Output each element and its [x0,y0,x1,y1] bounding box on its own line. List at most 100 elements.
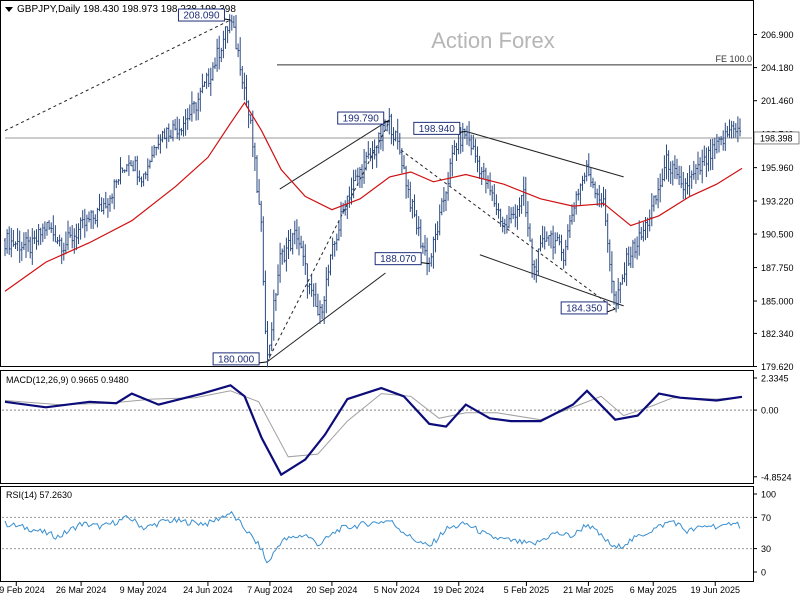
price-panel-frame[interactable] [0,0,754,367]
ohlc-bar [119,157,122,185]
ohlc-bar [319,300,321,325]
ohlc-bar [369,147,372,162]
ohlc-bar [508,206,510,229]
price-tick-label: 201.460 [761,96,794,106]
ohlc-bar [627,246,630,266]
ohlc-bar [182,116,185,137]
ohlc-bar [631,239,634,269]
ohlc-bar [249,114,252,124]
ohlc-bar [543,226,546,250]
ohlc-bar [466,125,468,145]
ohlc-bar [85,214,88,232]
ohlc-bar [571,204,573,225]
time-tick-label: 6 May 2025 [630,585,677,595]
ohlc-bar [306,263,309,299]
ohlc-bar [694,164,697,184]
ohlc-bar [623,262,626,283]
price-tick-label: 179.620 [761,362,794,372]
ohlc-bar [686,173,689,195]
time-tick-label: 26 Mar 2024 [56,585,107,595]
ohlc-bar [363,149,366,184]
ohlc-bar [75,223,78,251]
ohlc-bar [373,139,376,160]
ohlc-bar [419,219,422,249]
annotation-leader [259,361,268,364]
rsi-tick-label: 30 [761,544,771,554]
ohlc-bar [602,186,605,207]
ohlc-bar [718,136,720,153]
price-annotations: 208.090 180.000 199.790 198.940 188.070 184.3… [177,8,616,366]
ohlc-bar [592,177,594,189]
ohlc-bar [392,127,395,146]
ohlc-bar [167,123,170,142]
price-axis: 206.900204.180201.460198.740195.960193.2… [753,30,794,372]
rsi-lines [4,510,741,564]
price-tick-label: 204.180 [761,63,794,73]
ohlc-bar [556,232,559,242]
ohlc-bar [440,198,443,216]
ohlc-bar [228,14,231,34]
ohlc-bar [705,147,708,178]
ohlc-bar [203,81,206,87]
ohlc-bar [331,237,334,260]
ohlc-bar [174,118,177,131]
ohlc-bar [478,155,481,179]
ohlc-bar [703,145,706,166]
ohlc-bar [243,72,246,101]
ohlc-bar [283,245,286,263]
ohlc-bar [606,213,609,253]
ohlc-bar [218,35,221,70]
ohlc-bar [600,193,603,208]
annotation-188-070: 188.070 [374,252,430,266]
ohlc-bar [655,194,657,205]
ohlc-bar [314,282,317,307]
ohlc-bar [169,129,172,139]
ohlc-bar [163,128,166,140]
ohlc-bar [270,322,273,351]
ohlc-bar [138,170,141,183]
annotation-label: 180.000 [218,354,255,365]
annotation-box [413,121,461,135]
channel-trend-line [465,130,624,178]
macd-axis: 2.3345 0.00 -4.8524 [2,374,792,482]
ohlc-bar [266,320,269,368]
ohlc-bar [344,200,347,216]
rsi-panel-frame[interactable] [0,486,754,582]
time-tick-label: 5 Feb 2025 [504,585,550,595]
ohlc-bar [529,223,531,242]
time-tick-label: 9 Feb 2024 [0,585,45,595]
ohlc-bar [310,274,313,297]
ohlc-bar [300,235,303,249]
ohlc-bar [277,264,279,296]
ohlc-bar [113,179,116,210]
ohlc-bar [33,230,36,245]
ohlc-bar [663,155,666,182]
ohlc-bar [724,122,727,151]
ohlc-bar [424,234,426,256]
ohlc-bar [146,158,149,182]
ohlc-bar [272,289,275,341]
rsi-tick-label: 0 [761,568,766,578]
macd-panel-frame[interactable] [0,370,754,484]
ohlc-bar [390,113,393,145]
moving-average [4,101,743,292]
ohlc-bar [497,203,500,219]
ohlc-bar [329,254,332,276]
ohlc-bar [312,283,315,307]
macd-line [4,384,743,477]
ohlc-bar [60,237,63,265]
annotation-198-940: 198.940 [413,121,466,135]
ohlc-bar [18,230,21,263]
ohlc-bar [201,73,204,94]
ohlc-bar [155,146,158,156]
ohlc-bar [615,291,618,313]
ohlc-bar [625,247,628,286]
ohlc-bar [281,248,284,265]
ohlc-bar [520,195,523,214]
ohlc-bar [617,278,620,309]
ohlc-bar [577,188,580,201]
ohlc-bar [127,155,130,176]
annotation-label: 208.090 [183,11,220,22]
ohlc-bar [83,208,86,238]
